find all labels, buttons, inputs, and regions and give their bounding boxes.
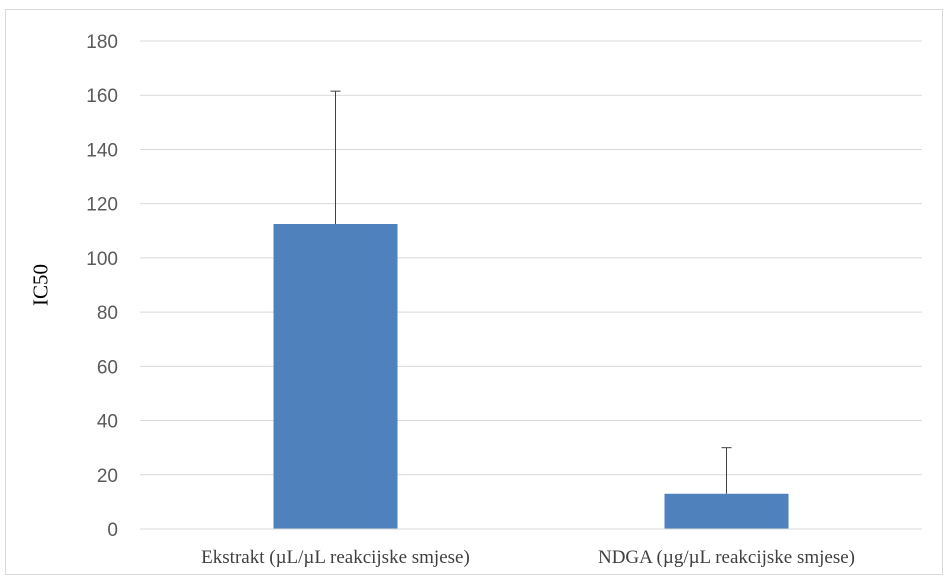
y-tick-label-60: 60 <box>97 357 118 378</box>
y-tick-label-40: 40 <box>97 412 118 433</box>
y-axis-title: IC50 <box>28 264 52 306</box>
x-axis-categories: Ekstrakt (µL/µL reakcijske smjese) NDGA (… <box>201 547 855 568</box>
y-tick-label-80: 80 <box>97 303 118 324</box>
y-tick-label-180: 180 <box>86 32 118 53</box>
y-tick-label-160: 160 <box>86 86 118 107</box>
chart-frame <box>5 9 943 575</box>
x-category-label-1: Ekstrakt (µL/µL reakcijske smjese) <box>201 547 470 568</box>
y-tick-label-100: 100 <box>86 249 118 270</box>
bars <box>273 224 789 529</box>
bar-1 <box>273 224 398 529</box>
gridlines <box>140 40 922 476</box>
y-tick-label-120: 120 <box>86 195 118 216</box>
y-axis-ticks: 0 20 40 60 80 100 120 140 160 180 <box>86 32 118 541</box>
y-tick-label-140: 140 <box>86 140 118 161</box>
error-bars <box>330 90 732 494</box>
y-tick-label-0: 0 <box>107 520 118 541</box>
y-tick-label-20: 20 <box>97 466 118 487</box>
bar-2 <box>664 493 789 529</box>
x-category-label-2: NDGA (µg/µL reakcijske smjese) <box>598 547 855 568</box>
